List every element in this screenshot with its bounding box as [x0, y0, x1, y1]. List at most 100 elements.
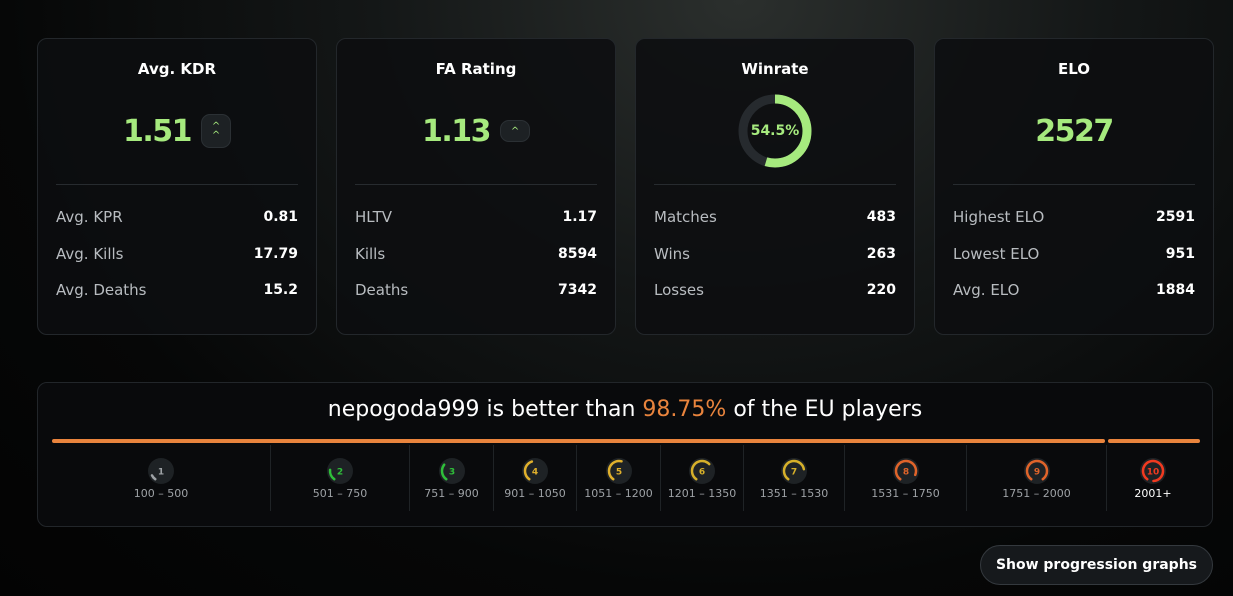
stat-label: Avg. Deaths	[56, 281, 147, 300]
stat-value: 1.51	[122, 113, 193, 149]
progress-current-level	[1108, 439, 1200, 443]
level-item: 4 901 – 1050	[494, 445, 577, 511]
winrate-arc	[738, 94, 812, 168]
level-10-icon: 10	[1140, 457, 1166, 484]
stat-card: FA Rating 1.13 ^ HLTV 1.17 Kills 8594 Deaths 7…	[336, 38, 616, 335]
stat-value: 2527	[1035, 113, 1114, 149]
stat-card: ELO 2527 Highest ELO 2591 Lowest ELO 951 Avg…	[934, 38, 1214, 335]
level-range: 1201 – 1350	[667, 486, 737, 500]
show-progression-graphs-button[interactable]: Show progression graphs	[979, 545, 1213, 585]
stat-row: Deaths 7342	[355, 272, 597, 309]
level-item: 5 1051 – 1200	[577, 445, 661, 511]
stat-label: Kills	[355, 244, 386, 263]
stat-row-value: 220	[866, 282, 896, 299]
stat-row-value: 0.81	[263, 209, 298, 226]
winrate-donut: 54.5%	[737, 93, 813, 169]
stat-row: Matches 483	[654, 199, 896, 236]
level-item: 1 100 – 500	[52, 445, 271, 511]
stat-label: HLTV	[355, 208, 392, 227]
level-item: 3 751 – 900	[410, 445, 494, 511]
level-range: 2001+	[1134, 486, 1172, 500]
stat-row-value: 263	[866, 245, 896, 262]
level-3-icon: 3	[438, 457, 465, 484]
level-range: 1751 – 2000	[1002, 486, 1071, 500]
level-item: 7 1351 – 1530	[744, 445, 845, 511]
elo-ranking-panel: nepogoda999 is better than 98.75% of the…	[37, 382, 1213, 527]
stat-value: 1.13	[421, 113, 492, 149]
ranking-text: is better than	[486, 397, 636, 422]
level-item: 2 501 – 750	[271, 445, 410, 511]
stat-row: Wins 263	[654, 236, 896, 273]
stat-row-value: 951	[1165, 245, 1195, 262]
stat-card: Winrate 54.5% Matches 483 Wins 263 Losses 220	[635, 38, 915, 335]
level-2-icon: 2	[327, 457, 353, 484]
level-item: 6 1201 – 1350	[661, 445, 744, 511]
ranking-text: of the EU players	[733, 397, 923, 422]
level-list: 1 100 – 500 2 501 – 750 3 751 – 900 4 901 – 105…	[52, 445, 1200, 511]
svg-text:7: 7	[791, 467, 797, 477]
stat-row-value: 8594	[558, 245, 597, 262]
stat-label: Avg. Kills	[56, 244, 124, 263]
svg-text:4: 4	[532, 467, 538, 477]
svg-text:1: 1	[158, 467, 164, 477]
svg-text:6: 6	[699, 467, 705, 477]
level-1-icon: 1	[148, 457, 174, 484]
stat-label: Lowest ELO	[953, 244, 1040, 263]
stat-row: Avg. Kills 17.79	[56, 236, 298, 273]
level-range: 1051 – 1200	[584, 486, 653, 500]
stat-label: Deaths	[355, 281, 409, 300]
stat-row: Highest ELO 2591	[953, 199, 1195, 236]
stat-label: Losses	[654, 281, 704, 300]
card-title: Winrate	[741, 60, 809, 78]
level-range: 501 – 750	[312, 486, 368, 500]
svg-text:10: 10	[1147, 467, 1160, 477]
level-8-icon: 8	[892, 457, 919, 484]
stat-card: Avg. KDR 1.51 ^ ^ Avg. KPR 0.81 Avg. Kills 17…	[37, 38, 317, 335]
stat-row-value: 17.79	[253, 245, 298, 262]
level-item: 8 1531 – 1750	[845, 445, 967, 511]
stat-row-value: 483	[866, 209, 896, 226]
svg-text:2: 2	[337, 467, 343, 477]
double-chevron-up-icon: ^ ^	[201, 114, 232, 148]
stat-row: Avg. ELO 1884	[953, 272, 1195, 309]
level-7-icon: 7	[781, 457, 807, 484]
level-item: 10 2001+	[1107, 445, 1199, 511]
player-name: nepogoda999	[327, 397, 480, 422]
stat-row: Avg. Deaths 15.2	[56, 272, 298, 309]
level-range: 751 – 900	[424, 486, 479, 500]
ranking-title: nepogoda999 is better than 98.75% of the…	[38, 397, 1212, 422]
stat-row-value: 1.17	[562, 209, 597, 226]
level-range: 100 – 500	[133, 486, 189, 500]
level-item: 9 1751 – 2000	[967, 445, 1107, 511]
stat-label: Avg. ELO	[953, 281, 1020, 300]
progress-fill	[52, 439, 1106, 443]
stat-label: Wins	[654, 244, 690, 263]
svg-text:3: 3	[448, 467, 454, 477]
card-title: FA Rating	[435, 60, 517, 78]
stat-row-value: 1884	[1156, 282, 1195, 299]
level-range: 1531 – 1750	[871, 486, 940, 500]
card-title: ELO	[1057, 60, 1091, 78]
winrate-value: 54.5%	[750, 123, 800, 139]
level-range: 901 – 1050	[504, 486, 566, 500]
ranking-percent: 98.75%	[642, 397, 727, 422]
stat-row: Kills 8594	[355, 236, 597, 273]
card-title: Avg. KDR	[137, 60, 217, 78]
level-range: 1351 – 1530	[759, 486, 829, 500]
stat-row: Lowest ELO 951	[953, 236, 1195, 273]
stat-label: Matches	[654, 208, 717, 227]
level-5-icon: 5	[605, 457, 632, 484]
progress-bar	[52, 439, 1200, 443]
stat-label: Avg. KPR	[56, 208, 123, 227]
level-4-icon: 4	[522, 457, 548, 484]
stat-label: Highest ELO	[953, 208, 1045, 227]
stat-row: Losses 220	[654, 272, 896, 309]
level-6-icon: 6	[689, 457, 715, 484]
stat-row: HLTV 1.17	[355, 199, 597, 236]
svg-text:9: 9	[1033, 467, 1039, 477]
level-9-icon: 9	[1023, 457, 1050, 484]
stat-row: Avg. KPR 0.81	[56, 199, 298, 236]
stat-row-value: 15.2	[263, 282, 298, 299]
chevron-up-icon: ^	[500, 120, 531, 142]
svg-text:5: 5	[615, 467, 621, 477]
